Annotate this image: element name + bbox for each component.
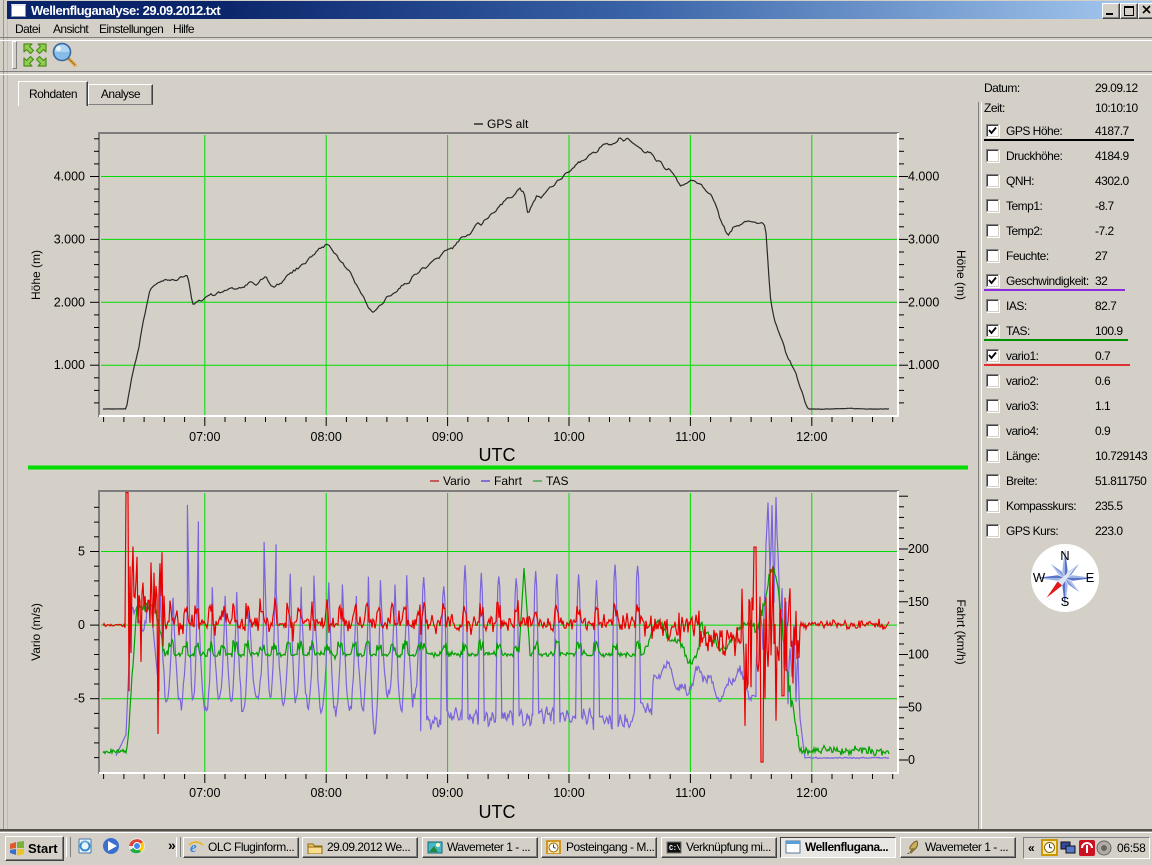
svg-text:4.000: 4.000: [54, 170, 85, 184]
svg-text:e: e: [190, 840, 197, 854]
svg-text:10:00: 10:00: [553, 786, 584, 800]
svg-text:2.000: 2.000: [908, 295, 939, 309]
svg-text:100: 100: [908, 648, 929, 662]
svg-text:-5: -5: [74, 692, 85, 706]
svg-text:09:00: 09:00: [432, 786, 463, 800]
svg-text:10:00: 10:00: [553, 430, 584, 444]
svg-text:12:00: 12:00: [796, 430, 827, 444]
svg-text:1.000: 1.000: [908, 358, 939, 372]
svg-text:Höhe (m): Höhe (m): [29, 250, 43, 300]
svg-text:50: 50: [908, 700, 922, 714]
svg-text:150: 150: [908, 595, 929, 609]
svg-text:08:00: 08:00: [311, 430, 342, 444]
svg-text:4.000: 4.000: [908, 170, 939, 184]
svg-text:Fahrt (km/h): Fahrt (km/h): [954, 599, 968, 664]
svg-text:2.000: 2.000: [54, 295, 85, 309]
svg-text:3.000: 3.000: [54, 232, 85, 246]
svg-text:09:00: 09:00: [432, 430, 463, 444]
svg-text:11:00: 11:00: [675, 430, 705, 444]
svg-text:07:00: 07:00: [189, 786, 220, 800]
svg-text:UTC: UTC: [479, 802, 516, 822]
svg-text:Höhe (m): Höhe (m): [954, 250, 968, 300]
svg-text:5: 5: [78, 545, 85, 559]
svg-text:1.000: 1.000: [54, 358, 85, 372]
svg-text:Fahrt: Fahrt: [494, 474, 523, 488]
svg-text:GPS alt: GPS alt: [487, 117, 529, 131]
svg-text:08:00: 08:00: [311, 786, 342, 800]
svg-text:200: 200: [908, 542, 929, 556]
svg-text:0: 0: [78, 618, 85, 632]
svg-text:S: S: [1061, 594, 1070, 609]
svg-text:E: E: [1086, 570, 1095, 585]
svg-text:Vario (m/s): Vario (m/s): [29, 603, 43, 661]
svg-text:11:00: 11:00: [675, 786, 705, 800]
svg-text:N: N: [1060, 548, 1069, 563]
svg-text:0: 0: [908, 753, 915, 767]
svg-text:C:\: C:\: [669, 845, 680, 853]
svg-text:12:00: 12:00: [796, 786, 827, 800]
svg-text:W: W: [1033, 570, 1046, 585]
svg-text:3.000: 3.000: [908, 232, 939, 246]
svg-text:Vario: Vario: [443, 474, 470, 488]
svg-text:07:00: 07:00: [189, 430, 220, 444]
svg-text:UTC: UTC: [479, 445, 516, 465]
svg-text:TAS: TAS: [546, 474, 568, 488]
